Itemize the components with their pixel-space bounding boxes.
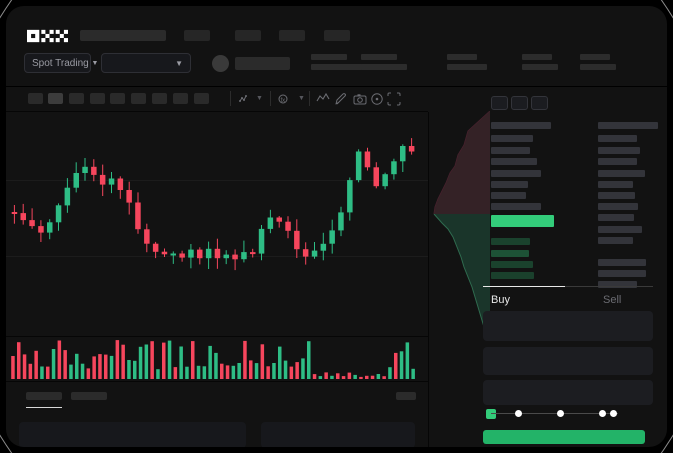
svg-text:fx: fx <box>281 98 286 104</box>
